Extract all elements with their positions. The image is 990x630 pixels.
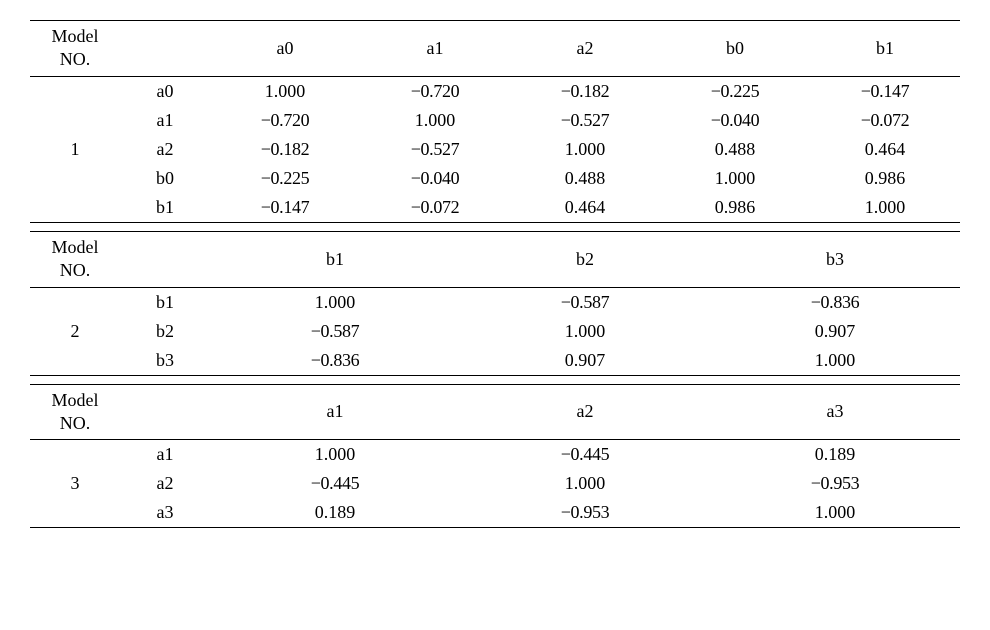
table-row: 2 b1 1.000 −0.587 −0.836 bbox=[30, 287, 960, 317]
cell-value: −0.587 bbox=[460, 287, 710, 317]
blank-header bbox=[120, 21, 210, 77]
cell-value: −0.587 bbox=[210, 317, 460, 346]
table-row: a3 0.189 −0.953 1.000 bbox=[30, 498, 960, 528]
cell-value: 1.000 bbox=[810, 193, 960, 223]
cell-value: −0.953 bbox=[710, 469, 960, 498]
cell-value: 1.000 bbox=[360, 106, 510, 135]
cell-value: 1.000 bbox=[660, 164, 810, 193]
col-header: a2 bbox=[460, 384, 710, 440]
table-row: 1 a0 1.000 −0.720 −0.182 −0.225 −0.147 bbox=[30, 76, 960, 106]
cell-value: −0.445 bbox=[460, 440, 710, 470]
col-header: b3 bbox=[710, 231, 960, 287]
cell-value: −0.527 bbox=[360, 135, 510, 164]
model-header-label: Model NO. bbox=[30, 21, 120, 77]
cell-value: −0.147 bbox=[810, 76, 960, 106]
cell-value: 0.189 bbox=[210, 498, 460, 528]
cell-value: 0.907 bbox=[460, 346, 710, 376]
cell-value: 1.000 bbox=[510, 135, 660, 164]
cell-value: 1.000 bbox=[460, 469, 710, 498]
cell-value: 0.464 bbox=[510, 193, 660, 223]
cell-value: −0.072 bbox=[810, 106, 960, 135]
cell-value: 0.488 bbox=[660, 135, 810, 164]
row-label: b1 bbox=[120, 193, 210, 223]
col-header: a2 bbox=[510, 21, 660, 77]
cell-value: 1.000 bbox=[710, 498, 960, 528]
col-header: b0 bbox=[660, 21, 810, 77]
row-label: b0 bbox=[120, 164, 210, 193]
cell-value: −0.040 bbox=[660, 106, 810, 135]
cell-value: 1.000 bbox=[210, 287, 460, 317]
col-header: a3 bbox=[710, 384, 960, 440]
table-row: a2 −0.182 −0.527 1.000 0.488 0.464 bbox=[30, 135, 960, 164]
model-number: 1 bbox=[30, 76, 120, 222]
row-label: a1 bbox=[120, 440, 210, 470]
table-row: b2 −0.587 1.000 0.907 bbox=[30, 317, 960, 346]
cell-value: 0.907 bbox=[710, 317, 960, 346]
cell-value: −0.953 bbox=[460, 498, 710, 528]
table-row: a1 −0.720 1.000 −0.527 −0.040 −0.072 bbox=[30, 106, 960, 135]
col-header: a1 bbox=[360, 21, 510, 77]
correlation-table-1: Model NO. a0 a1 a2 b0 b1 1 a0 1.000 −0.7… bbox=[30, 20, 960, 223]
cell-value: 0.986 bbox=[660, 193, 810, 223]
cell-value: −0.072 bbox=[360, 193, 510, 223]
cell-value: −0.836 bbox=[710, 287, 960, 317]
cell-value: −0.040 bbox=[360, 164, 510, 193]
row-label: a1 bbox=[120, 106, 210, 135]
cell-value: −0.527 bbox=[510, 106, 660, 135]
model-number: 2 bbox=[30, 287, 120, 375]
table-row: b0 −0.225 −0.040 0.488 1.000 0.986 bbox=[30, 164, 960, 193]
col-header: b2 bbox=[460, 231, 710, 287]
cell-value: −0.225 bbox=[660, 76, 810, 106]
row-label: a2 bbox=[120, 469, 210, 498]
cell-value: 0.986 bbox=[810, 164, 960, 193]
cell-value: −0.445 bbox=[210, 469, 460, 498]
row-label: b3 bbox=[120, 346, 210, 376]
correlation-table-3: Model NO. a1 a2 a3 3 a1 1.000 −0.445 0.1… bbox=[30, 384, 960, 529]
correlation-table-2: Model NO. b1 b2 b3 2 b1 1.000 −0.587 −0.… bbox=[30, 231, 960, 376]
table-row: b1 −0.147 −0.072 0.464 0.986 1.000 bbox=[30, 193, 960, 223]
model-header-label: Model NO. bbox=[30, 231, 120, 287]
cell-value: −0.836 bbox=[210, 346, 460, 376]
cell-value: 1.000 bbox=[210, 76, 360, 106]
cell-value: −0.182 bbox=[510, 76, 660, 106]
cell-value: −0.225 bbox=[210, 164, 360, 193]
row-label: a0 bbox=[120, 76, 210, 106]
cell-value: 0.189 bbox=[710, 440, 960, 470]
cell-value: −0.147 bbox=[210, 193, 360, 223]
row-label: b1 bbox=[120, 287, 210, 317]
cell-value: 1.000 bbox=[460, 317, 710, 346]
row-label: a2 bbox=[120, 135, 210, 164]
cell-value: 1.000 bbox=[710, 346, 960, 376]
col-header: b1 bbox=[810, 21, 960, 77]
cell-value: 0.464 bbox=[810, 135, 960, 164]
col-header: a0 bbox=[210, 21, 360, 77]
table-row: b3 −0.836 0.907 1.000 bbox=[30, 346, 960, 376]
table-row: 3 a1 1.000 −0.445 0.189 bbox=[30, 440, 960, 470]
col-header: a1 bbox=[210, 384, 460, 440]
col-header: b1 bbox=[210, 231, 460, 287]
table-row: a2 −0.445 1.000 −0.953 bbox=[30, 469, 960, 498]
cell-value: −0.182 bbox=[210, 135, 360, 164]
row-label: a3 bbox=[120, 498, 210, 528]
cell-value: −0.720 bbox=[210, 106, 360, 135]
cell-value: 0.488 bbox=[510, 164, 660, 193]
blank-header bbox=[120, 384, 210, 440]
model-number: 3 bbox=[30, 440, 120, 528]
cell-value: −0.720 bbox=[360, 76, 510, 106]
row-label: b2 bbox=[120, 317, 210, 346]
blank-header bbox=[120, 231, 210, 287]
model-header-label: Model NO. bbox=[30, 384, 120, 440]
cell-value: 1.000 bbox=[210, 440, 460, 470]
